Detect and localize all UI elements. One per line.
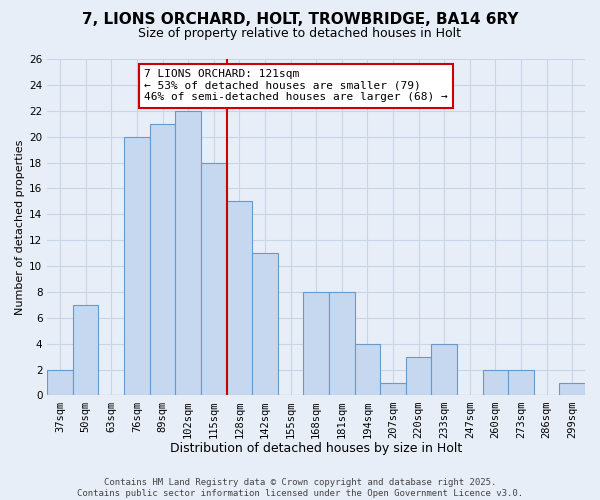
Bar <box>252 253 278 396</box>
Y-axis label: Number of detached properties: Number of detached properties <box>15 140 25 315</box>
Bar <box>355 344 380 396</box>
Bar <box>508 370 534 396</box>
Bar <box>47 370 73 396</box>
Bar <box>431 344 457 396</box>
Bar <box>124 136 150 396</box>
Bar <box>406 356 431 396</box>
Bar <box>304 292 329 396</box>
X-axis label: Distribution of detached houses by size in Holt: Distribution of detached houses by size … <box>170 442 462 455</box>
Bar <box>175 111 201 396</box>
Text: 7 LIONS ORCHARD: 121sqm
← 53% of detached houses are smaller (79)
46% of semi-de: 7 LIONS ORCHARD: 121sqm ← 53% of detache… <box>144 69 448 102</box>
Bar <box>380 382 406 396</box>
Bar <box>201 162 227 396</box>
Bar <box>559 382 585 396</box>
Text: 7, LIONS ORCHARD, HOLT, TROWBRIDGE, BA14 6RY: 7, LIONS ORCHARD, HOLT, TROWBRIDGE, BA14… <box>82 12 518 28</box>
Bar <box>329 292 355 396</box>
Text: Contains HM Land Registry data © Crown copyright and database right 2025.
Contai: Contains HM Land Registry data © Crown c… <box>77 478 523 498</box>
Bar <box>227 202 252 396</box>
Bar <box>150 124 175 396</box>
Text: Size of property relative to detached houses in Holt: Size of property relative to detached ho… <box>139 28 461 40</box>
Bar <box>482 370 508 396</box>
Bar <box>73 305 98 396</box>
